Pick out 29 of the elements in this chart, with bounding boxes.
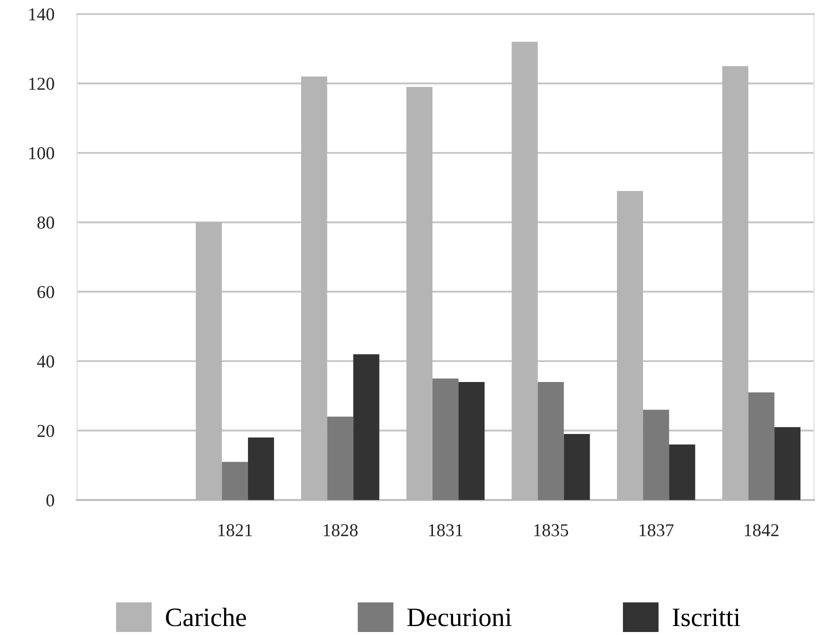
bar (748, 392, 774, 500)
legend-label: Decurioni (407, 608, 512, 626)
y-tick-label: 0 (46, 494, 54, 506)
bar (669, 444, 696, 500)
y-tick-label: 120 (29, 78, 54, 90)
legend-label: Iscritti (672, 608, 740, 626)
bar (538, 382, 564, 500)
x-tick-label: 1831 (429, 524, 462, 536)
bar (458, 382, 485, 500)
bar (774, 427, 800, 500)
x-tick-label: 1821 (218, 524, 252, 536)
bar (222, 462, 248, 500)
y-tick-label: 60 (38, 286, 54, 298)
y-tick-label: 100 (29, 147, 54, 160)
legend-label: Cariche (166, 608, 246, 626)
bar (564, 434, 590, 500)
x-tick-label: 1835 (534, 524, 568, 536)
y-tick-label: 20 (38, 424, 54, 438)
bar (327, 416, 354, 500)
y-tick-label: 140 (29, 8, 54, 20)
x-tick-label: 1842 (744, 524, 778, 536)
bar (248, 438, 274, 500)
x-tick-label: 1828 (324, 524, 358, 536)
y-tick-label: 80 (37, 216, 54, 229)
y-tick-label: 40 (37, 355, 54, 368)
bar (643, 410, 670, 500)
bar (353, 354, 380, 500)
x-tick-label: 1837 (640, 524, 674, 536)
bar (432, 378, 459, 500)
